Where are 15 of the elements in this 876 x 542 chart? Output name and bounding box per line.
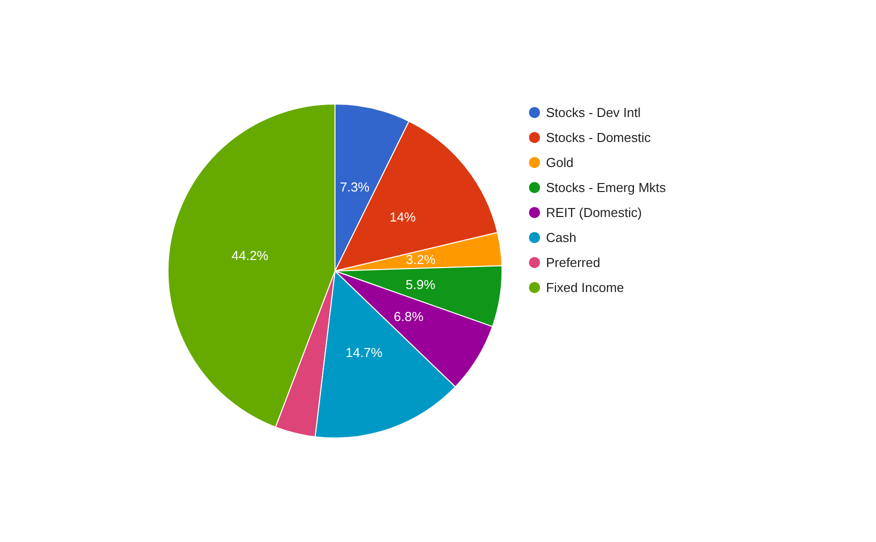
data-label: 14% xyxy=(390,210,416,225)
data-label: 14.7% xyxy=(346,344,383,360)
legend-label: Fixed Income xyxy=(546,280,624,295)
data-label: 3.2% xyxy=(406,252,436,268)
data-label: 5.9% xyxy=(406,276,436,292)
legend-label: Preferred xyxy=(546,255,600,270)
legend-label: Cash xyxy=(546,230,576,245)
legend-label: REIT (Domestic) xyxy=(546,205,642,220)
legend-label: Stocks - Emerg Mkts xyxy=(546,180,666,195)
legend-label: Stocks - Dev Intl xyxy=(546,105,641,120)
legend-label: Gold xyxy=(546,155,574,170)
data-label: 44.2% xyxy=(231,248,269,263)
legend-label: Stocks - Domestic xyxy=(546,130,652,145)
data-label: 7.3% xyxy=(340,179,370,194)
data-label: 6.8% xyxy=(394,308,424,324)
